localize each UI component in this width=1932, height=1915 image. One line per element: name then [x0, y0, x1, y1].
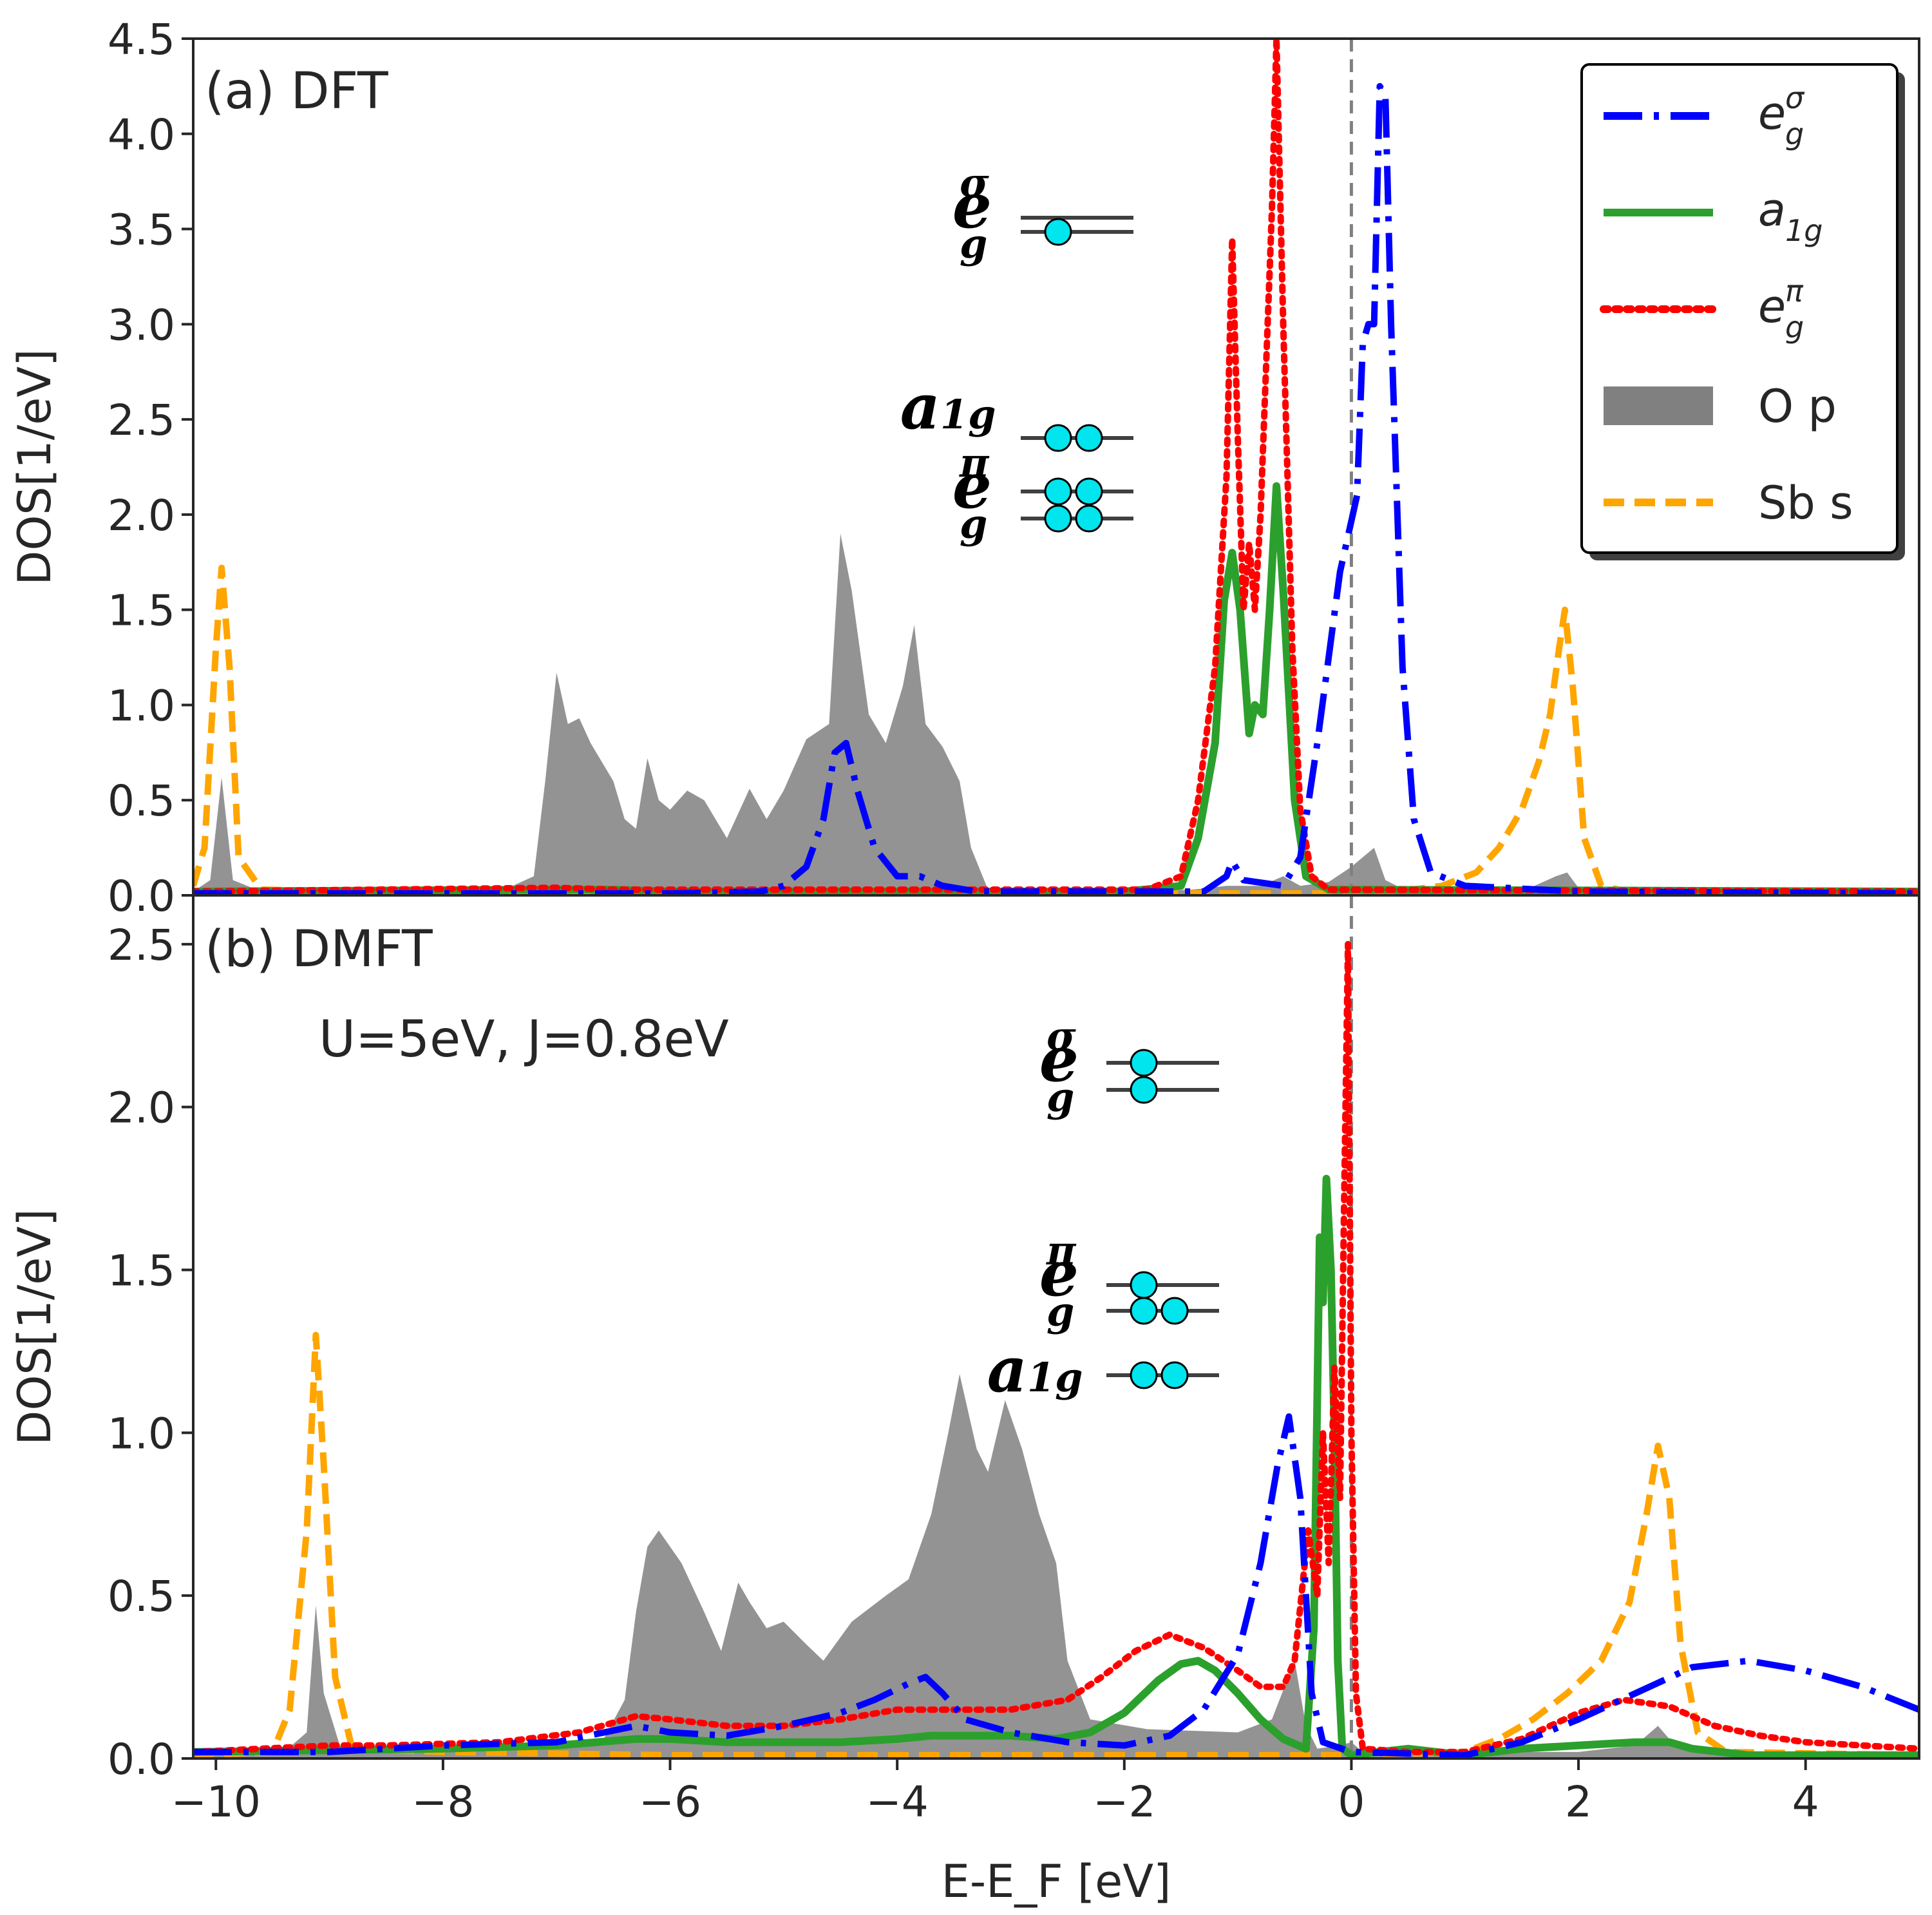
- level-label-sub: g: [1046, 1074, 1074, 1121]
- y-tick-label: 2.0: [108, 1083, 175, 1133]
- legend-label-sub: 1g: [1785, 213, 1823, 248]
- panel-b-title: (b) DMFT: [205, 920, 433, 978]
- legend-label-sup: π: [1785, 274, 1804, 309]
- x-axis-label: E-E_F [eV]: [942, 1855, 1171, 1908]
- y-tick-label: 2.0: [108, 491, 175, 540]
- electron-dot: [1044, 477, 1072, 506]
- legend-label-sub: g: [1785, 117, 1804, 151]
- y-tick-label: 1.0: [108, 681, 175, 730]
- y-tick-label: 4.5: [108, 15, 175, 64]
- panel-b-ylabel: DOS[1/eV]: [8, 1208, 61, 1445]
- dmft-series-eg_sigma: [193, 1413, 1919, 1758]
- level-label-sub: g: [960, 220, 987, 267]
- legend-label-sub: g: [1785, 310, 1804, 345]
- electron-dot: [1075, 504, 1103, 533]
- x-tick-label: −8: [412, 1777, 474, 1827]
- legend-box: [1580, 63, 1899, 554]
- x-tick-label: −6: [639, 1777, 701, 1827]
- panel-dft: 0.0 0.5 1.0 1.5 2.0 2.5 3.0 3.5 4.0 4.5 (a) DFT D…: [8, 15, 1920, 921]
- level-label-sup: π: [1046, 1227, 1077, 1274]
- legend-label-eg_pi: e: [1758, 280, 1786, 333]
- panel-a-ylabel: DOS[1/eV]: [8, 348, 61, 585]
- y-tick-label: 1.5: [108, 1246, 175, 1296]
- dmft-series-a1g: [193, 1174, 1919, 1758]
- electron-dot: [1160, 1297, 1189, 1325]
- legend-label-op: O p: [1758, 380, 1837, 433]
- electron-dot: [1044, 424, 1072, 452]
- x-tick-label: −10: [171, 1777, 261, 1827]
- legend-label-sup: σ: [1785, 81, 1805, 115]
- electron-dot: [1044, 504, 1072, 533]
- electron-dot: [1130, 1076, 1158, 1104]
- level-label-base: e: [1039, 1237, 1079, 1310]
- y-tick-label: 1.5: [108, 586, 175, 636]
- y-tick-label: 0.0: [108, 872, 175, 921]
- y-tick-label: 2.5: [108, 395, 175, 445]
- electron-dot: [1044, 218, 1072, 246]
- level-label-sup: π: [959, 439, 990, 486]
- level-label-sub: 1g: [1027, 1354, 1083, 1401]
- panel-a-title: (a) DFT: [205, 62, 388, 120]
- y-tick-label: 3.5: [108, 205, 175, 255]
- level-label-base: e: [1039, 1023, 1079, 1096]
- electron-dot: [1075, 424, 1103, 452]
- electron-dot: [1130, 1271, 1158, 1299]
- y-tick-label: 0.5: [108, 1572, 175, 1621]
- electron-dot: [1075, 477, 1103, 506]
- x-tick-label: −2: [1093, 1777, 1155, 1827]
- y-tick-label: 0.5: [108, 776, 175, 826]
- dft-series-eg_sigma: [193, 82, 1919, 895]
- x-tick-label: 0: [1338, 1777, 1365, 1827]
- level-label-sub: g: [960, 500, 987, 548]
- level-label-sup: σ: [1046, 1013, 1076, 1060]
- electron-dot: [1130, 1297, 1158, 1325]
- level-label-base: a: [987, 1333, 1027, 1406]
- legend-label-sbs: Sb s: [1758, 477, 1853, 529]
- level-label-base: a: [900, 370, 940, 443]
- legend-label-a1g: a: [1758, 184, 1786, 236]
- x-tick-label: 4: [1792, 1777, 1819, 1827]
- dft-series-sbs: [193, 564, 1919, 895]
- electron-dot: [1130, 1361, 1158, 1389]
- electron-dot: [1130, 1049, 1158, 1077]
- level-label-base: e: [952, 450, 992, 522]
- x-tick-label: 2: [1565, 1777, 1592, 1827]
- electron-dot: [1160, 1361, 1189, 1389]
- dmft-series-op: [193, 1374, 1919, 1758]
- level-label-sub: g: [1046, 1288, 1074, 1335]
- x-tick-label: −4: [866, 1777, 929, 1827]
- level-label-sub: 1g: [940, 391, 996, 438]
- y-tick-label: 1.0: [108, 1409, 175, 1458]
- y-tick-label: 0.0: [108, 1735, 175, 1784]
- panel-dmft: 0.0 0.5 1.0 1.5 2.0 2.5 −10 −8 −6 −4 −2 0 2 4 (b) DM…: [8, 894, 1920, 1827]
- interaction-params: U=5eV, J=0.8eV: [319, 1011, 729, 1069]
- legend-label-eg_sigma: e: [1758, 87, 1786, 140]
- level-label-sup: σ: [960, 159, 989, 206]
- legend-swatch-op: [1604, 386, 1713, 425]
- y-tick-label: 3.0: [108, 300, 175, 350]
- level-label-base: e: [952, 169, 992, 242]
- y-tick-label: 4.0: [108, 110, 175, 160]
- y-tick-label: 2.5: [108, 920, 175, 970]
